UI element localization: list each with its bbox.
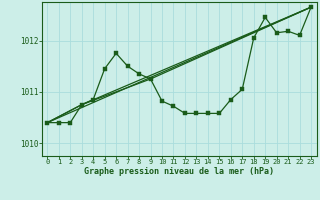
X-axis label: Graphe pression niveau de la mer (hPa): Graphe pression niveau de la mer (hPa) — [84, 167, 274, 176]
